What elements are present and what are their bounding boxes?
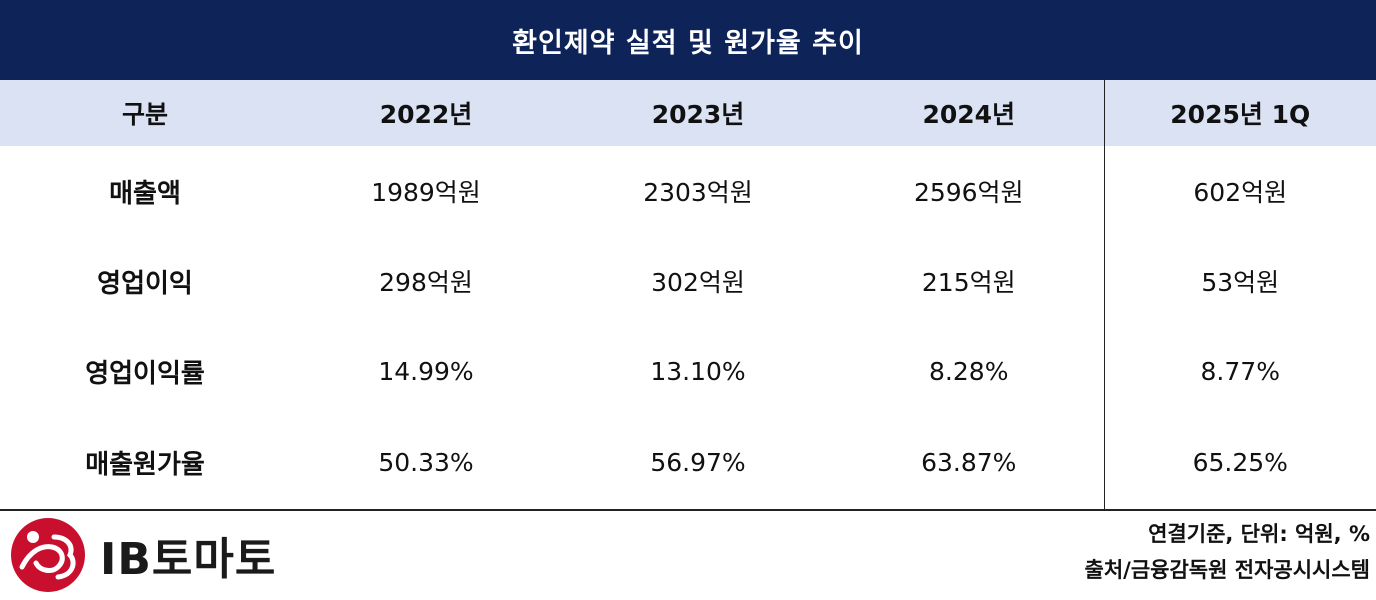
header-2025-1q: 2025년 1Q [1103, 80, 1376, 146]
table-row: 매출액 1989억원 2303억원 2596억원 602억원 [0, 146, 1376, 236]
table-cell: 65.25% [1103, 416, 1376, 510]
table-cell: 298억원 [379, 268, 473, 297]
logo-mark-icon [11, 518, 85, 592]
header-2024: 2024년 [922, 100, 1016, 129]
table-cell: 2596억원 [913, 178, 1024, 207]
row-label-operating-profit: 영업이익 [97, 268, 193, 299]
logo-text: IB토마토 [100, 534, 277, 585]
row-label-revenue: 매출액 [109, 178, 181, 209]
row-label-cost-ratio: 매출원가율 [85, 450, 205, 480]
table-cell: 1989억원 [371, 178, 481, 207]
table-cell: 14.99% [378, 356, 474, 386]
table-cell: 8.77% [1103, 326, 1376, 416]
table-cell: 8.28% [929, 356, 1009, 386]
table-row: 매출원가율 50.33% 56.97% 63.87% 65.25% [0, 416, 1376, 510]
header-category: 구분 [121, 100, 168, 129]
row-label-operating-margin: 영업이익률 [85, 358, 205, 389]
table-cell: 302억원 [651, 268, 745, 297]
table-cell: 53억원 [1103, 236, 1376, 326]
table-cell: 602억원 [1103, 146, 1376, 236]
table-cell: 215억원 [921, 268, 1016, 297]
table-row: 영업이익률 14.99% 13.10% 8.28% 8.77% [0, 326, 1376, 416]
unit-note: 연결기준, 단위: 억원, % [1148, 522, 1370, 546]
table-cell: 2303억원 [643, 178, 753, 207]
header-2022: 2022년 [379, 100, 473, 129]
table-row: 영업이익 298억원 302억원 215억원 53억원 [0, 236, 1376, 326]
table-cell: 50.33% [378, 448, 474, 477]
ib-tomato-logo: IB토마토 [8, 516, 276, 594]
table-cell: 56.97% [650, 448, 746, 477]
header-2023: 2023년 [651, 100, 745, 129]
footer: IB토마토 연결기준, 단위: 억원, % 출처/금융감독원 전자공시시스템 [0, 506, 1376, 600]
source-note: 출처/금융감독원 전자공시시스템 [1084, 558, 1370, 582]
performance-table: 구분 2022년 2023년 2024년 2025년 1Q 매출액 1989억원… [0, 80, 1376, 511]
header-row: 구분 2022년 2023년 2024년 2025년 1Q [0, 80, 1376, 146]
table-cell: 13.10% [650, 356, 746, 386]
table-title: 환인제약 실적 및 원가율 추이 [0, 0, 1376, 80]
table-cell: 63.87% [921, 448, 1017, 477]
source-notes: 연결기준, 단위: 억원, % 출처/금융감독원 전자공시시스템 [1085, 516, 1370, 588]
